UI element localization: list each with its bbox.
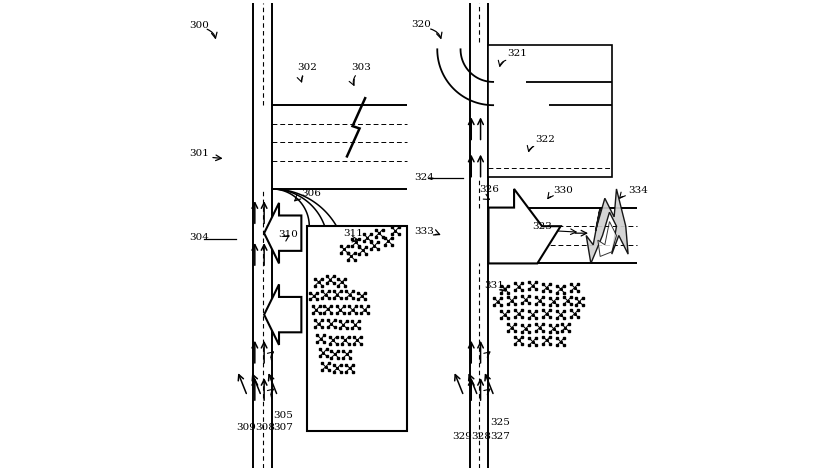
Text: 331: 331 bbox=[483, 281, 503, 290]
Text: 328: 328 bbox=[471, 432, 490, 441]
Text: 329: 329 bbox=[452, 432, 472, 441]
Text: 325: 325 bbox=[490, 418, 509, 427]
FancyBboxPatch shape bbox=[307, 226, 407, 431]
Polygon shape bbox=[488, 189, 560, 263]
Text: 308: 308 bbox=[255, 423, 275, 432]
Text: 330: 330 bbox=[553, 186, 573, 195]
Text: 300: 300 bbox=[189, 21, 209, 30]
Text: 303: 303 bbox=[351, 63, 370, 72]
Text: 322: 322 bbox=[534, 135, 554, 145]
Polygon shape bbox=[586, 189, 628, 263]
Text: 333: 333 bbox=[414, 227, 433, 236]
Text: 320: 320 bbox=[411, 20, 431, 29]
Text: 302: 302 bbox=[297, 63, 317, 72]
Text: 309: 309 bbox=[236, 423, 256, 432]
Text: 334: 334 bbox=[628, 186, 648, 195]
Text: 327: 327 bbox=[490, 432, 509, 441]
Text: 301: 301 bbox=[189, 149, 209, 158]
Text: 324: 324 bbox=[414, 173, 433, 182]
Text: 311: 311 bbox=[343, 229, 363, 238]
Text: 306: 306 bbox=[301, 189, 321, 198]
Text: 326: 326 bbox=[479, 185, 499, 194]
Text: 305: 305 bbox=[273, 411, 293, 420]
Polygon shape bbox=[597, 221, 616, 256]
Text: 323: 323 bbox=[531, 222, 551, 231]
Text: 304: 304 bbox=[189, 233, 209, 242]
Text: 307: 307 bbox=[273, 423, 293, 432]
Polygon shape bbox=[264, 203, 301, 263]
FancyBboxPatch shape bbox=[488, 45, 611, 177]
Text: 321: 321 bbox=[506, 49, 526, 58]
Polygon shape bbox=[264, 284, 301, 345]
Text: 310: 310 bbox=[278, 230, 298, 239]
